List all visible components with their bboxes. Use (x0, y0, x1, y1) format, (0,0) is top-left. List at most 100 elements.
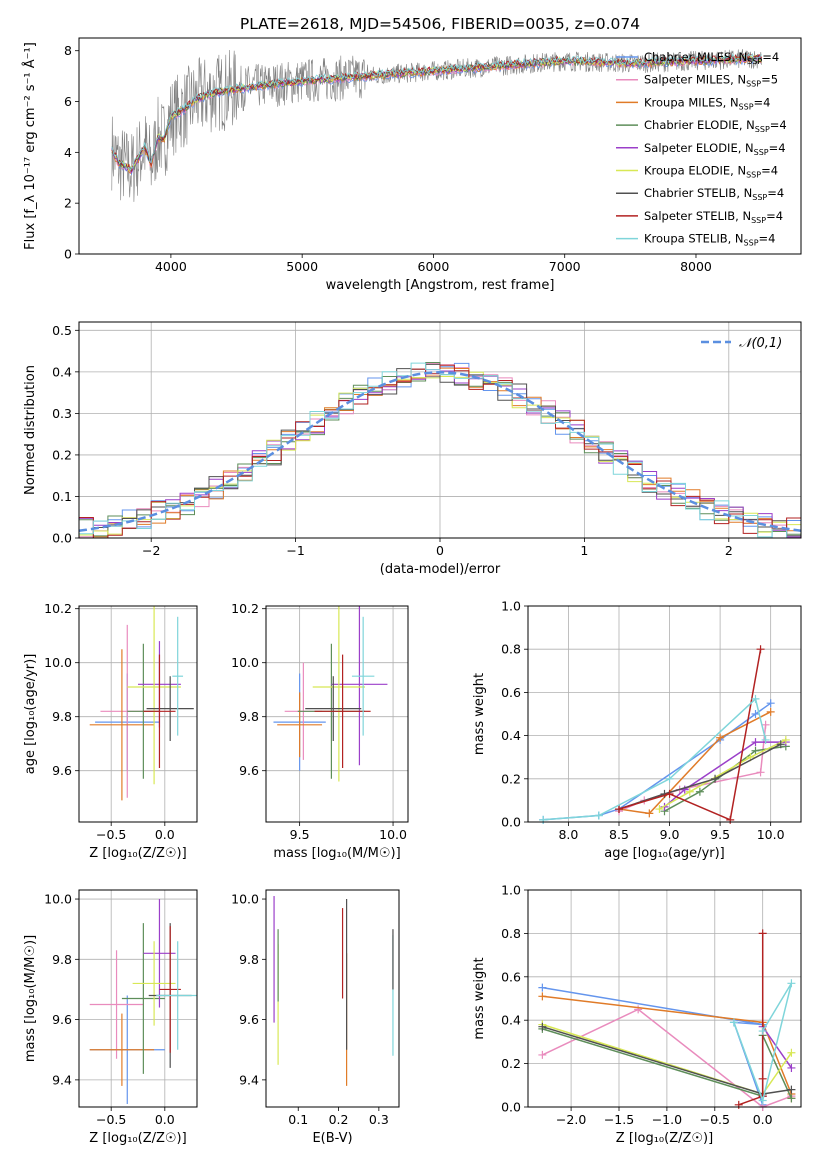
weight-point (716, 733, 725, 742)
x-axis-label: (data-model)/error (380, 562, 501, 577)
x-axis-label: mass [log₁₀(M/M☉)] (273, 846, 400, 861)
x-tick-label: 8.0 (558, 827, 578, 842)
y-tick-label: 10.2 (44, 601, 72, 616)
y-tick-label: 0.1 (52, 489, 72, 504)
x-tick-label: 4000 (155, 259, 187, 274)
y-tick-label: 0.0 (52, 531, 72, 546)
x-tick-label: 0.0 (155, 1112, 175, 1127)
x-tick-label: 0.2 (329, 1112, 349, 1127)
axes-frame (78, 889, 198, 1108)
x-tick-label: −2.0 (556, 1112, 586, 1127)
chart-residuals: −2 −1 0 1 2 0.0 0.1 0.2 0.3 0.4 0.5 (data-model)/er… (23, 321, 802, 577)
normal-curve (78, 371, 802, 532)
y-tick-label: 9.8 (239, 952, 259, 967)
weight-point (538, 992, 547, 1001)
x-tick-label: 8000 (680, 259, 712, 274)
chart-spectrum: 4000 5000 6000 7000 8000 0 2 4 6 8 wavelength [Ang… (22, 37, 802, 293)
x-tick-label: −1 (286, 543, 304, 558)
weight-line (733, 982, 793, 1104)
y-tick-label: 0.6 (501, 969, 521, 984)
y-tick-label: 9.8 (52, 952, 72, 967)
y-tick-label: 8 (64, 43, 72, 58)
y-tick-label: 0.4 (501, 728, 521, 743)
weight-line (542, 1008, 792, 1107)
y-tick-label: 1.0 (501, 599, 521, 614)
legend-label: Salpeter ELODIE, NSSP=4 (644, 141, 786, 157)
weight-point (787, 1063, 796, 1072)
weight-point (758, 1074, 767, 1083)
y-tick-label: 0.4 (501, 1013, 521, 1028)
y-tick-label: 9.8 (239, 709, 259, 724)
x-tick-label: 9.5 (710, 827, 730, 842)
x-tick-label: −1.5 (604, 1112, 634, 1127)
x-tick-label: −0.5 (96, 1112, 126, 1127)
axes-frame (78, 321, 802, 539)
x-tick-label: 0.1 (288, 1112, 308, 1127)
chart-mass-vs-EBV: 0.1 0.2 0.3 9.4 9.6 9.8 10.0 E(B-V) (231, 889, 400, 1146)
legend-label: Salpeter STELIB, NSSP=4 (644, 209, 783, 225)
charts-layer: 4000 5000 6000 7000 8000 0 2 4 6 8 wavelength [Ang… (22, 37, 802, 1146)
y-axis-label: age [log₁₀(age/yr)] (23, 654, 38, 775)
weight-point (756, 768, 765, 777)
legend-label: Chabrier ELODIE, NSSP=4 (644, 118, 787, 134)
x-tick-label: 0.0 (155, 827, 175, 842)
y-tick-label: 4 (64, 145, 72, 160)
chart-weight-vs-age: 8.0 8.5 9.0 9.5 10.0 0.0 0.2 0.4 0.6 0.8 1.0 age [l… (472, 599, 802, 861)
weight-point (680, 785, 689, 794)
y-tick-label: 0.8 (501, 642, 521, 657)
weight-point (787, 1048, 796, 1057)
weight-point (758, 1027, 767, 1036)
legend-label: Chabrier STELIB, NSSP=4 (644, 186, 784, 202)
weight-point (615, 805, 623, 814)
weight-point (787, 1085, 796, 1094)
axes-frame (265, 605, 409, 823)
x-tick-label: 9.5 (290, 827, 310, 842)
weight-point (645, 809, 654, 818)
weight-point (766, 699, 775, 708)
y-tick-label: 0.2 (501, 771, 521, 786)
y-tick-label: 9.6 (239, 763, 259, 778)
y-tick-label: 0.0 (501, 815, 521, 830)
weight-point (665, 774, 674, 783)
x-tick-label: −0.5 (700, 1112, 730, 1127)
weight-point (751, 738, 760, 747)
weight-line (664, 745, 786, 812)
y-tick-label: 0.8 (501, 926, 521, 941)
x-axis-label: wavelength [Angstrom, rest frame] (326, 278, 555, 293)
y-tick-label: 2 (64, 196, 72, 211)
x-axis-label: E(B-V) (312, 1131, 352, 1146)
weight-point (787, 1094, 796, 1103)
y-tick-label: 0.5 (52, 323, 72, 338)
y-axis-label: Normed distribution (23, 365, 38, 495)
y-tick-label: 9.6 (52, 763, 72, 778)
x-tick-label: 5000 (286, 259, 318, 274)
x-tick-label: 0.3 (369, 1112, 389, 1127)
spectrum-model-line (111, 53, 762, 172)
weight-point (594, 811, 603, 820)
weight-point (695, 787, 704, 796)
weight-point (758, 929, 767, 938)
weight-point (655, 805, 664, 814)
x-tick-label: 9.0 (660, 827, 680, 842)
weight-point (751, 746, 760, 755)
y-tick-label: 9.6 (52, 1012, 72, 1027)
axes-frame (265, 889, 400, 1108)
x-tick-label: 1 (580, 543, 588, 558)
weight-line (664, 741, 786, 808)
axes-frame (78, 605, 198, 823)
weight-point (538, 1050, 547, 1059)
y-tick-label: 0.2 (52, 447, 72, 462)
y-tick-label: 10.0 (231, 655, 259, 670)
axes-frame (78, 37, 802, 255)
x-tick-label: 2 (725, 543, 733, 558)
y-axis-label: mass weight (472, 673, 487, 755)
weight-point (665, 789, 674, 798)
weight-point (751, 694, 760, 703)
axes-frame (527, 605, 802, 823)
spectrum-data-line (111, 49, 762, 202)
weight-line (659, 739, 787, 810)
y-axis-label: mass [log₁₀(M/M☉)] (23, 935, 38, 1062)
x-tick-label: 0.0 (753, 1112, 773, 1127)
y-tick-label: 6 (64, 94, 72, 109)
weight-point (726, 815, 735, 824)
